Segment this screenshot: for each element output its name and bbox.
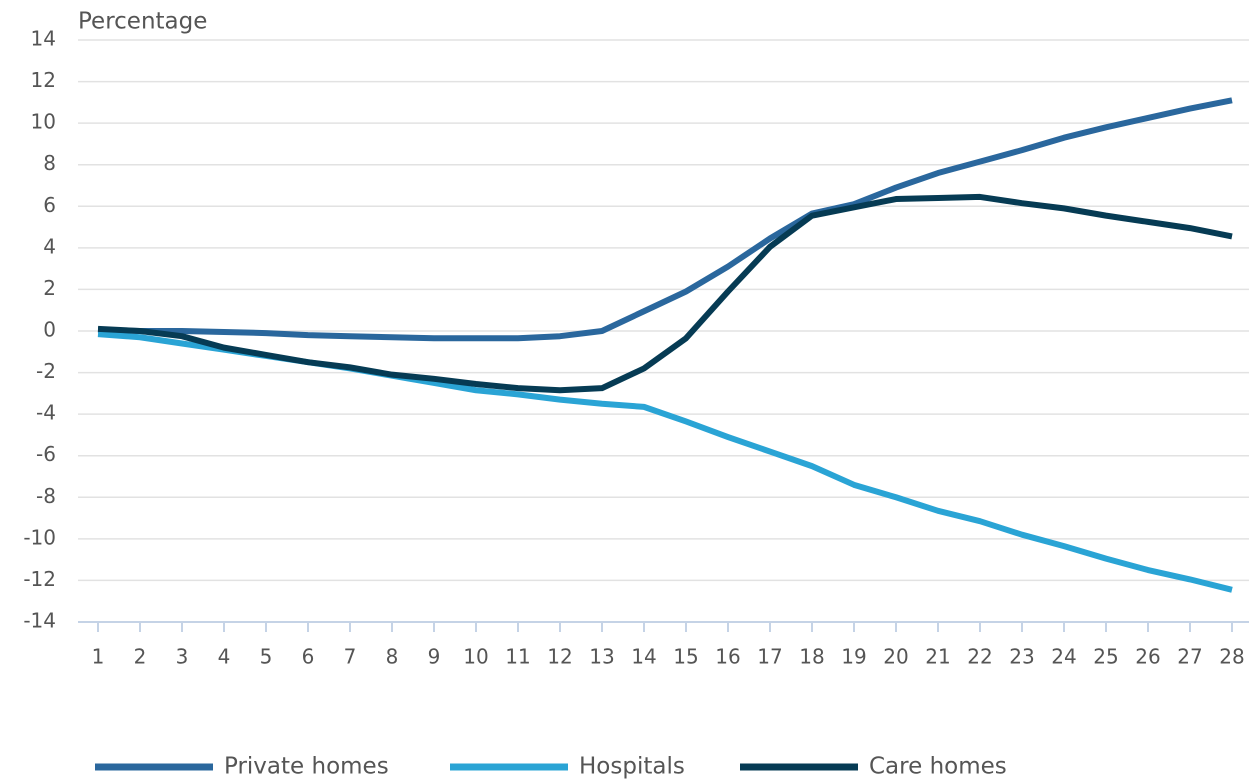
x-tick-label: 7: [344, 645, 357, 669]
x-tick-label: 28: [1219, 645, 1244, 669]
y-tick-label: 6: [43, 193, 56, 217]
x-tick-label: 26: [1135, 645, 1160, 669]
x-tick-label: 8: [386, 645, 399, 669]
x-tick-label: 27: [1177, 645, 1202, 669]
y-tick-label: -8: [36, 484, 56, 508]
x-tick-label: 21: [925, 645, 950, 669]
x-tick-label: 14: [631, 645, 656, 669]
x-tick-label: 17: [757, 645, 782, 669]
x-tick-label: 25: [1093, 645, 1118, 669]
x-tick-label: 15: [673, 645, 698, 669]
y-tick-label: 0: [43, 318, 56, 342]
x-tick-label: 4: [218, 645, 231, 669]
series-line: [97, 193, 1233, 394]
y-tick-label: -14: [23, 609, 56, 633]
y-tick-label: -4: [36, 401, 56, 425]
y-tick-label: 12: [31, 68, 56, 92]
x-tick-label: 24: [1051, 645, 1076, 669]
x-tick-label: 1: [92, 645, 105, 669]
x-tick-label: 19: [841, 645, 866, 669]
y-tick-label: -6: [36, 442, 56, 466]
x-tick-label: 13: [589, 645, 614, 669]
y-tick-label: -10: [23, 525, 56, 549]
x-tick-label: 6: [302, 645, 315, 669]
x-tick-label: 10: [463, 645, 488, 669]
x-tick-label: 12: [547, 645, 572, 669]
x-tick-label: 23: [1009, 645, 1034, 669]
x-tick-label: 5: [260, 645, 273, 669]
x-tick-label: 22: [967, 645, 992, 669]
y-tick-label: -12: [23, 567, 56, 591]
x-tick-label: 11: [505, 645, 530, 669]
y-tick-label: 14: [31, 27, 56, 51]
y-axis-label: Percentage: [78, 9, 207, 35]
y-tick-label: 4: [43, 234, 56, 258]
legend-label: Care homes: [869, 754, 1007, 780]
legend-label: Private homes: [224, 754, 389, 780]
x-tick-label: 16: [715, 645, 740, 669]
x-tick-label: 18: [799, 645, 824, 669]
y-tick-label: 10: [31, 110, 56, 134]
y-tick-label: 8: [43, 151, 56, 175]
x-tick-label: 20: [883, 645, 908, 669]
legend-label: Hospitals: [579, 754, 685, 780]
x-tick-label: 2: [134, 645, 147, 669]
y-tick-label: -2: [36, 359, 56, 383]
y-tick-label: 2: [43, 276, 56, 300]
series-line: [97, 97, 1233, 342]
x-tick-label: 9: [428, 645, 441, 669]
x-tick-label: 3: [176, 645, 189, 669]
